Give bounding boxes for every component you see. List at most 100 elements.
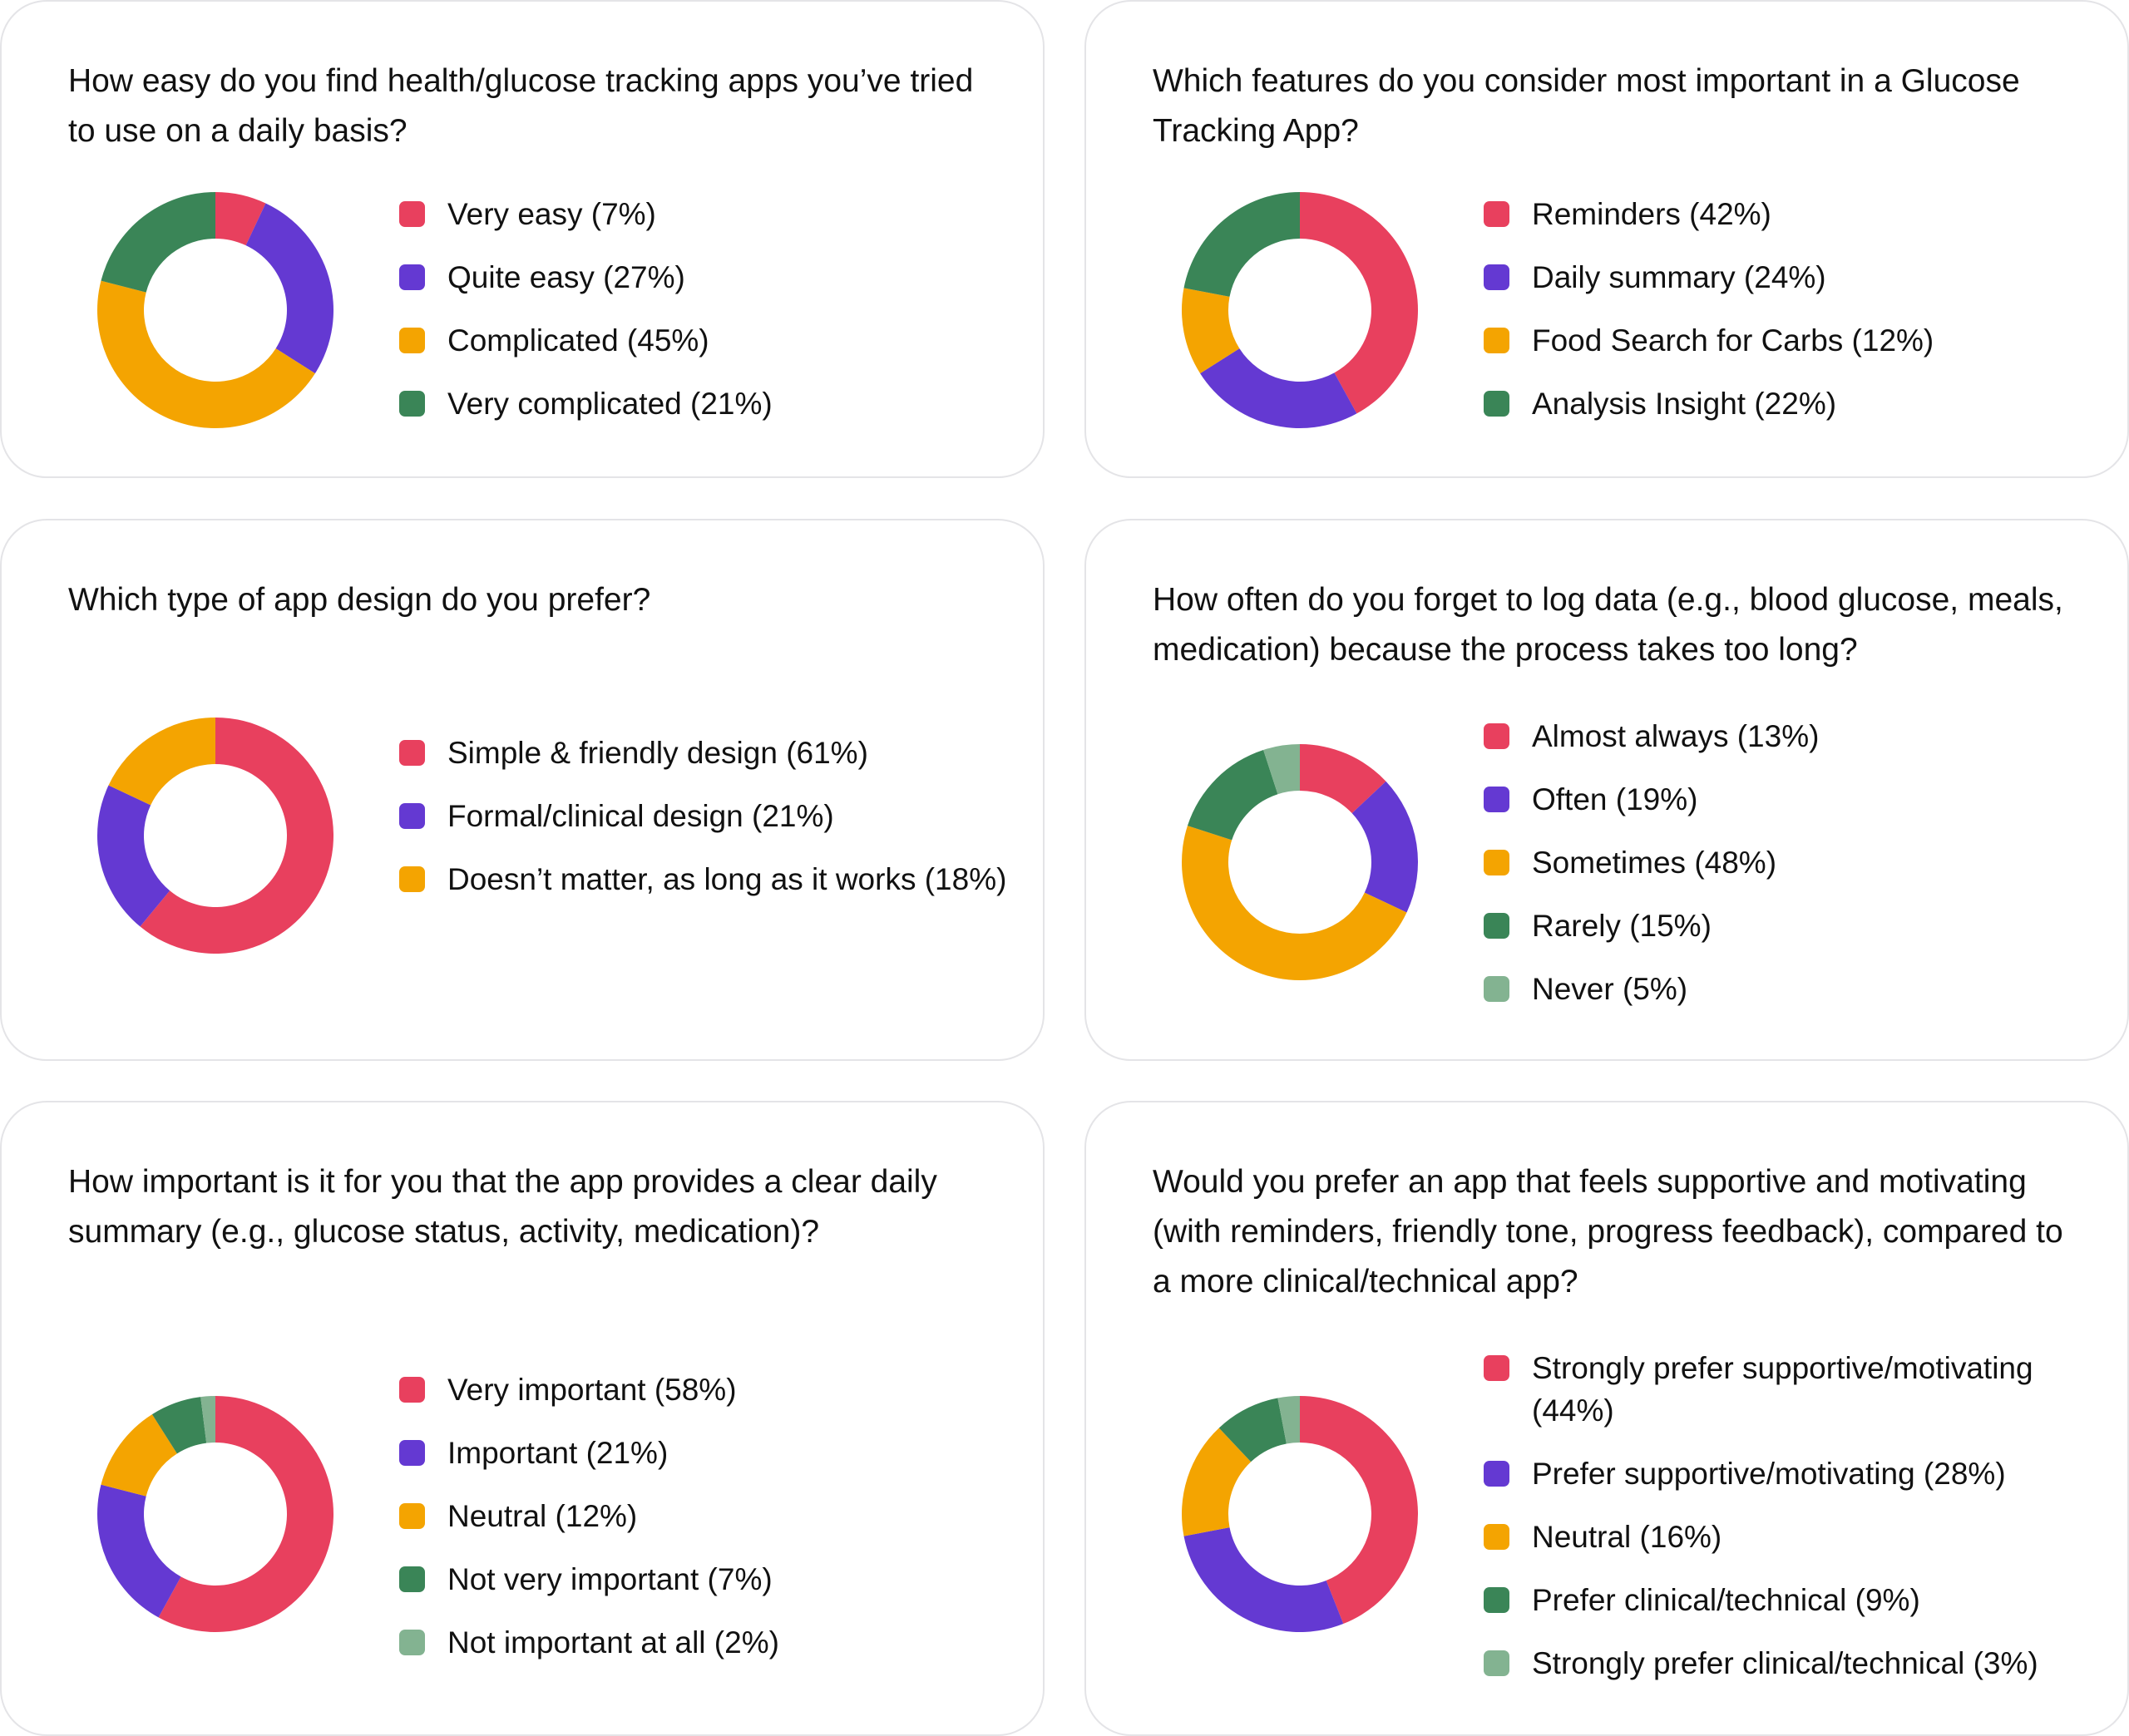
donut-slice bbox=[200, 1396, 215, 1443]
legend-swatch bbox=[1484, 1355, 1509, 1381]
donut-slice bbox=[1263, 744, 1300, 795]
legend-item: Analysis Insight (22%) bbox=[1484, 382, 2099, 425]
survey-card: Which features do you consider most impo… bbox=[1084, 0, 2129, 478]
donut-chart bbox=[96, 1395, 334, 1633]
legend-label: Almost always (13%) bbox=[1532, 719, 1820, 753]
donut-slice bbox=[108, 718, 215, 806]
donut-slice bbox=[1218, 1398, 1287, 1462]
donut-slice bbox=[215, 192, 266, 246]
chart-legend: Reminders (42%) Daily summary (24%) Food S… bbox=[1484, 193, 2099, 425]
legend-swatch bbox=[1484, 1524, 1509, 1550]
legend-item: Doesn’t matter, as long as it works (18%… bbox=[399, 858, 1015, 900]
legend-label: Prefer clinical/technical (9%) bbox=[1532, 1583, 1920, 1617]
legend-label: Very complicated (21%) bbox=[447, 387, 773, 421]
legend-swatch bbox=[399, 1566, 425, 1592]
legend-label: Neutral (12%) bbox=[447, 1499, 638, 1533]
question-title: Would you prefer an app that feels suppo… bbox=[1153, 1164, 2063, 1300]
donut-slice bbox=[101, 192, 216, 293]
legend-swatch bbox=[399, 1630, 425, 1655]
legend-item: Prefer supportive/motivating (28%) bbox=[1484, 1452, 2099, 1495]
question-title: Which features do you consider most impo… bbox=[1153, 63, 2020, 149]
question-title: How easy do you find health/glucose trac… bbox=[68, 63, 974, 149]
legend-swatch bbox=[1484, 201, 1509, 227]
question-title: How important is it for you that the app… bbox=[68, 1164, 937, 1250]
donut-slice bbox=[1200, 348, 1357, 428]
legend-label: Reminders (42%) bbox=[1532, 197, 1771, 231]
legend-item: Rarely (15%) bbox=[1484, 905, 2099, 947]
donut-chart bbox=[1181, 1395, 1419, 1633]
legend-swatch bbox=[1484, 328, 1509, 353]
legend-item: Not very important (7%) bbox=[399, 1558, 1015, 1600]
legend-label: Never (5%) bbox=[1532, 972, 1688, 1006]
legend-label: Strongly prefer clinical/technical (3%) bbox=[1532, 1646, 2038, 1680]
legend-label: Not very important (7%) bbox=[447, 1562, 773, 1596]
legend-swatch bbox=[399, 803, 425, 829]
legend-label: Very easy (7%) bbox=[447, 197, 656, 231]
legend-swatch bbox=[399, 201, 425, 227]
legend-label: Food Search for Carbs (12%) bbox=[1532, 323, 1934, 358]
legend-label: Formal/clinical design (21%) bbox=[447, 799, 834, 833]
donut-chart bbox=[1181, 191, 1419, 429]
legend-label: Doesn’t matter, as long as it works (18%… bbox=[447, 862, 1007, 896]
legend-swatch bbox=[1484, 1587, 1509, 1613]
legend-item: Not important at all (2%) bbox=[399, 1621, 1015, 1664]
donut-slice bbox=[96, 1484, 181, 1618]
legend-item: Never (5%) bbox=[1484, 968, 2099, 1010]
legend-label: Neutral (16%) bbox=[1532, 1520, 1722, 1554]
legend-swatch bbox=[399, 866, 425, 892]
donut-chart bbox=[96, 191, 334, 429]
legend-item: Strongly prefer supportive/motivating (4… bbox=[1484, 1347, 2099, 1432]
donut-slice bbox=[140, 718, 334, 954]
legend-item: Very complicated (21%) bbox=[399, 382, 1015, 425]
legend-swatch bbox=[1484, 1461, 1509, 1487]
legend-item: Often (19%) bbox=[1484, 778, 2099, 821]
legend-label: Often (19%) bbox=[1532, 782, 1698, 816]
survey-card: How important is it for you that the app… bbox=[0, 1101, 1045, 1736]
survey-card: How often do you forget to log data (e.g… bbox=[1084, 519, 2129, 1061]
donut-slice bbox=[1183, 1527, 1344, 1632]
donut-slice bbox=[1182, 288, 1240, 374]
chart-legend: Simple & friendly design (61%) Formal/cli… bbox=[399, 732, 1015, 900]
legend-item: Neutral (12%) bbox=[399, 1495, 1015, 1537]
legend-swatch bbox=[1484, 264, 1509, 290]
donut-slice bbox=[158, 1396, 333, 1632]
chart-legend: Very easy (7%) Quite easy (27%) Complicate… bbox=[399, 193, 1015, 425]
legend-label: Important (21%) bbox=[447, 1436, 669, 1470]
legend-label: Analysis Insight (22%) bbox=[1532, 387, 1837, 421]
legend-label: Simple & friendly design (61%) bbox=[447, 736, 868, 770]
donut-slice bbox=[1187, 749, 1278, 841]
donut-slice bbox=[1300, 1396, 1418, 1625]
legend-item: Prefer clinical/technical (9%) bbox=[1484, 1579, 2099, 1621]
legend-item: Neutral (16%) bbox=[1484, 1516, 2099, 1558]
legend-swatch bbox=[1484, 913, 1509, 939]
chart-legend: Almost always (13%) Often (19%) Sometimes … bbox=[1484, 715, 2099, 1010]
legend-label: Strongly prefer supportive/motivating (4… bbox=[1532, 1351, 2033, 1428]
legend-item: Complicated (45%) bbox=[399, 319, 1015, 362]
chart-legend: Very important (58%) Important (21%) Neutr… bbox=[399, 1369, 1015, 1664]
legend-label: Complicated (45%) bbox=[447, 323, 709, 358]
survey-card: Would you prefer an app that feels suppo… bbox=[1084, 1101, 2129, 1736]
legend-swatch bbox=[399, 1377, 425, 1403]
legend-label: Daily summary (24%) bbox=[1532, 260, 1826, 294]
legend-label: Very important (58%) bbox=[447, 1373, 737, 1407]
legend-item: Daily summary (24%) bbox=[1484, 256, 2099, 298]
donut-chart bbox=[1181, 743, 1419, 981]
legend-item: Very important (58%) bbox=[399, 1369, 1015, 1411]
donut-slice bbox=[97, 785, 170, 927]
donut-slice bbox=[1182, 1428, 1252, 1536]
donut-slice bbox=[1300, 744, 1386, 814]
donut-slice bbox=[1300, 192, 1418, 414]
legend-swatch bbox=[1484, 1650, 1509, 1676]
legend-swatch bbox=[1484, 976, 1509, 1002]
donut-slice bbox=[1277, 1396, 1300, 1444]
legend-item: Almost always (13%) bbox=[1484, 715, 2099, 757]
legend-swatch bbox=[1484, 391, 1509, 417]
legend-swatch bbox=[399, 1503, 425, 1529]
legend-swatch bbox=[1484, 723, 1509, 749]
survey-card: Which type of app design do you prefer? … bbox=[0, 519, 1045, 1061]
legend-swatch bbox=[399, 1440, 425, 1466]
legend-item: Formal/clinical design (21%) bbox=[399, 795, 1015, 837]
legend-swatch bbox=[399, 264, 425, 290]
legend-item: Simple & friendly design (61%) bbox=[399, 732, 1015, 774]
legend-swatch bbox=[1484, 850, 1509, 875]
